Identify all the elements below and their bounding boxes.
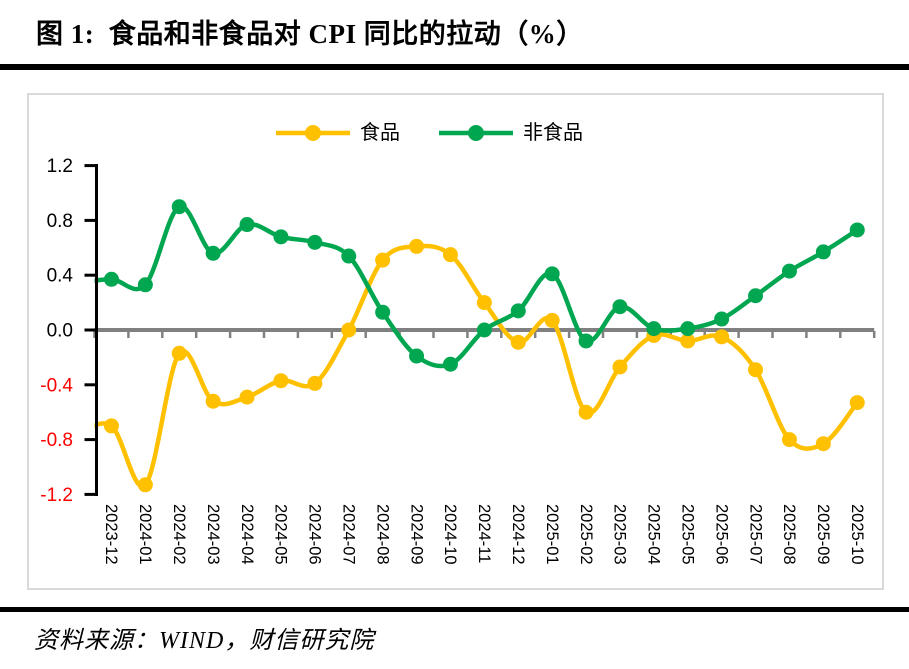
food-line-swatch bbox=[276, 125, 350, 141]
x-tick-label: 2024-04 bbox=[238, 504, 256, 565]
data-point bbox=[612, 359, 628, 375]
x-tick-label: 2025-03 bbox=[611, 504, 629, 565]
data-point bbox=[680, 333, 696, 349]
x-tick-label: 2024-11 bbox=[475, 504, 493, 563]
x-tick-label: 2025-04 bbox=[645, 504, 663, 565]
legend-marker-icon bbox=[305, 125, 321, 141]
y-tick-label: 0.0 bbox=[47, 321, 73, 342]
x-tick-label: 2024-03 bbox=[204, 504, 222, 565]
data-point bbox=[137, 277, 153, 293]
x-tick-label: 2025-01 bbox=[543, 504, 561, 565]
data-point bbox=[341, 322, 357, 338]
x-tick-label: 2024-08 bbox=[373, 504, 391, 565]
data-point bbox=[815, 244, 831, 260]
data-point bbox=[341, 248, 357, 264]
data-point bbox=[239, 389, 255, 405]
legend-label-nonfood: 非食品 bbox=[523, 122, 583, 144]
x-tick-label: 2024-10 bbox=[441, 504, 459, 565]
data-point bbox=[510, 303, 526, 319]
data-point bbox=[307, 234, 323, 250]
y-tick-label: -1.2 bbox=[40, 485, 73, 506]
series-line-1 bbox=[94, 204, 860, 369]
data-point bbox=[714, 311, 730, 327]
data-point bbox=[578, 333, 594, 349]
data-point bbox=[205, 245, 221, 261]
data-point bbox=[781, 432, 797, 448]
x-tick-label: 2025-02 bbox=[577, 504, 595, 565]
series-line-0 bbox=[94, 243, 860, 489]
x-tick-label: 2025-08 bbox=[780, 504, 798, 565]
legend-marker-icon bbox=[468, 125, 484, 141]
nonfood-line-swatch bbox=[439, 125, 513, 141]
title-divider bbox=[0, 64, 909, 70]
data-point bbox=[612, 299, 628, 315]
data-point bbox=[476, 322, 492, 338]
x-tick-label: 2024-07 bbox=[339, 504, 357, 565]
data-point bbox=[273, 373, 289, 389]
data-point bbox=[171, 199, 187, 215]
data-point bbox=[375, 304, 391, 320]
data-point bbox=[375, 252, 391, 268]
source-note: 资料来源：WIND，财信研究院 bbox=[34, 628, 375, 654]
data-point bbox=[442, 356, 458, 372]
y-tick-label: -0.4 bbox=[40, 375, 73, 396]
legend-item-nonfood[interactable]: 非食品 bbox=[438, 123, 583, 143]
y-tick-label: 1.2 bbox=[47, 156, 73, 177]
x-tick-label: 2025-09 bbox=[814, 504, 832, 565]
x-tick-label: 2024-06 bbox=[306, 504, 324, 565]
data-point bbox=[409, 348, 425, 364]
data-point bbox=[544, 312, 560, 328]
chart-plot: 1.2 0.8 0.4 0.0 -0.4 -0.8 -1.2 2023-12 2024-01 20… bbox=[40, 156, 876, 565]
data-point bbox=[239, 217, 255, 233]
y-tick-label: -0.8 bbox=[40, 430, 73, 451]
data-point bbox=[646, 321, 662, 337]
data-point bbox=[849, 222, 865, 238]
data-point bbox=[273, 229, 289, 245]
y-tick-label: 0.8 bbox=[47, 211, 73, 232]
legend-label-food: 食品 bbox=[360, 122, 400, 144]
x-tick-label: 2024-01 bbox=[136, 504, 154, 565]
x-tick-label: 2025-06 bbox=[712, 504, 730, 565]
data-point bbox=[849, 395, 865, 411]
data-point bbox=[510, 334, 526, 350]
data-point bbox=[815, 436, 831, 452]
data-point bbox=[476, 295, 492, 311]
figure-title: 图 1: 食品和非食品对 CPI 同比的拉动（%） bbox=[36, 19, 584, 49]
data-point bbox=[578, 404, 594, 420]
data-point bbox=[409, 238, 425, 254]
y-tick-label: 0.4 bbox=[47, 266, 74, 287]
footer-divider bbox=[0, 607, 909, 612]
data-point bbox=[171, 345, 187, 361]
data-point bbox=[781, 263, 797, 279]
x-tick-label: 2024-09 bbox=[407, 504, 425, 565]
data-point bbox=[544, 266, 560, 282]
x-tick-label: 2025-10 bbox=[848, 504, 866, 565]
data-point bbox=[748, 362, 764, 378]
data-point bbox=[205, 393, 221, 409]
chart-card: 1.2 0.8 0.4 0.0 -0.4 -0.8 -1.2 2023-12 2024-01 20… bbox=[27, 93, 884, 590]
data-point bbox=[748, 288, 764, 304]
x-tick-label: 2025-07 bbox=[746, 504, 764, 565]
chart-legend: 食品 非食品 bbox=[275, 123, 583, 143]
data-point bbox=[103, 271, 119, 287]
legend-item-food[interactable]: 食品 bbox=[275, 123, 400, 143]
x-tick-label: 2023-12 bbox=[102, 504, 120, 565]
x-tick-label: 2024-12 bbox=[509, 504, 527, 565]
data-point bbox=[442, 247, 458, 263]
data-point bbox=[137, 477, 153, 493]
data-point bbox=[307, 375, 323, 391]
x-tick-label: 2024-02 bbox=[170, 504, 188, 565]
data-point bbox=[103, 418, 119, 434]
data-point bbox=[714, 329, 730, 345]
x-tick-label: 2024-05 bbox=[272, 504, 290, 565]
data-point bbox=[680, 321, 696, 337]
x-tick-label: 2025-05 bbox=[678, 504, 696, 565]
